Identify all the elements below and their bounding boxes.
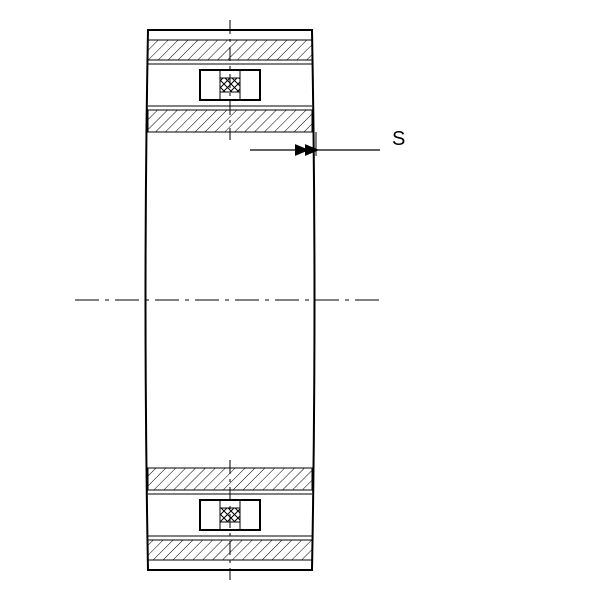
dimension-label-s: S — [392, 128, 405, 150]
bearing-cross-section-diagram: S — [0, 0, 600, 600]
